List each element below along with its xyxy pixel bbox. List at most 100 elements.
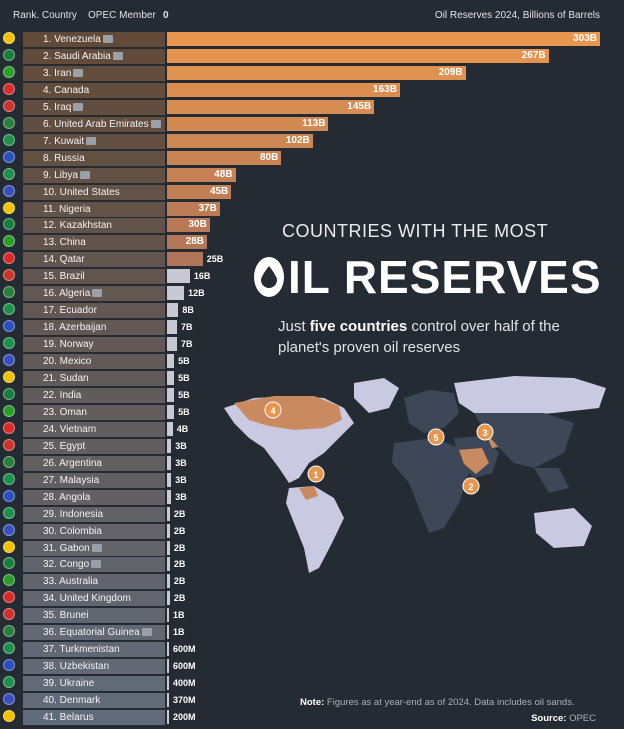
flag-icon [3, 133, 15, 146]
value-label: 2B [173, 542, 186, 553]
row-label-bg: 32. Congo [23, 557, 165, 573]
row-label-bg: 3. Iran [23, 65, 165, 81]
value-label: 7B [181, 339, 193, 350]
value-label: 80B [259, 151, 279, 163]
value-label: 25B [206, 254, 224, 265]
bar [167, 659, 169, 674]
flag-icon [3, 540, 15, 553]
flag-icon [3, 523, 15, 536]
marker-1: 1 [307, 465, 325, 483]
bar [167, 337, 177, 352]
flag-icon [3, 710, 15, 722]
flag-icon [3, 184, 15, 197]
south-america [286, 486, 344, 573]
marker-4: 4 [264, 401, 282, 419]
value-label: 37B [198, 202, 217, 214]
value-label: 209B [438, 66, 463, 78]
country-label: 3. Iran [43, 66, 84, 81]
value-label: 600M [173, 644, 196, 655]
opec-icon [112, 51, 123, 60]
value-label: 102B [285, 134, 310, 146]
chart-row: 2. Saudi Arabia 267B [0, 48, 624, 64]
flag-icon [3, 642, 15, 655]
row-label-bg: 16. Algeria [23, 286, 165, 302]
country-label: 11. Nigeria [43, 203, 91, 215]
chart-row: 34. United Kingdom 2B [0, 590, 624, 607]
saudi-arabia [459, 448, 489, 474]
chart-row: 15. Brazil 16B [0, 268, 624, 285]
chart-row: 33. Australia 2B [0, 573, 624, 590]
opec-icon [86, 136, 97, 145]
chart-row: 36. Equatorial Guinea 1B [0, 624, 624, 641]
flag-icon [3, 404, 15, 417]
title-line-1: COUNTRIES WITH THE MOST [282, 221, 549, 241]
row-label-bg: 6. United Arab Emirates [23, 116, 165, 132]
chart-row: 27. Malaysia 3B [0, 472, 624, 488]
opec-icon [80, 170, 91, 179]
chart-row: 10. United States 45B [0, 184, 624, 200]
opec-icon [92, 289, 103, 298]
rank-country-header: Rank. Country [13, 10, 77, 21]
value-label: 5B [178, 406, 190, 417]
value-label: 303B [573, 33, 597, 44]
chart-row: 35. Brunei 1B [0, 607, 624, 624]
chart-row: 6. United Arab Emirates 113B [0, 116, 624, 132]
bar: 267B [167, 48, 549, 63]
row-label-bg: 38. Uzbekistan [23, 659, 165, 675]
svg-text:4: 4 [270, 406, 275, 416]
row-label-bg: 9. Libya [23, 167, 165, 183]
asia [474, 413, 574, 468]
value-label: 145B [347, 100, 372, 112]
row-label-bg: 8. Russia [23, 150, 165, 166]
value-label: 5B [178, 356, 190, 367]
opec-icon [73, 102, 84, 111]
country-label: 36. Equatorial Guinea [43, 625, 152, 640]
bar: 102B [167, 133, 313, 148]
bar: 48B [167, 167, 236, 182]
row-label-bg: 11. Nigeria [23, 201, 165, 217]
value-label: 3B [175, 440, 187, 451]
value-label: 45B [209, 185, 229, 197]
source: Source: OPEC [531, 713, 596, 724]
row-label-bg: 41. Belarus [23, 710, 165, 725]
row-label-bg: 31. Gabon [23, 540, 165, 556]
flag-icon [3, 116, 15, 129]
country-label: 39. Ukraine [43, 678, 95, 690]
chart-row: 41. Belarus 200M [0, 709, 624, 725]
value-label: 163B [373, 83, 397, 95]
country-label: 22. India [43, 389, 82, 401]
bar [167, 557, 170, 572]
axis-zero-label: 0 [163, 10, 169, 21]
value-label: 2B [173, 559, 186, 570]
row-label-bg: 2. Saudi Arabia [23, 48, 165, 64]
subtitle-highlight: five countries [309, 318, 408, 335]
row-label-bg: 26. Argentina [23, 455, 165, 471]
flag-icon [3, 99, 15, 112]
opec-icon [73, 68, 84, 77]
bar [167, 625, 169, 640]
bar [167, 252, 203, 267]
country-label: 33. Australia [43, 576, 99, 588]
opec-icon [102, 35, 113, 43]
chart-row: 18. Azerbaijan 7B [0, 319, 624, 336]
bar: 163B [167, 82, 400, 97]
value-label: 1B [173, 627, 185, 638]
chart-row: 24. Vietnam 4B [0, 421, 624, 437]
flag-icon [3, 354, 15, 367]
chart-row: 11. Nigeria 37B [0, 201, 624, 217]
flag-icon [3, 591, 15, 604]
row-label-bg: 20. Mexico [23, 354, 165, 370]
flag-icon [3, 286, 15, 299]
row-label-bg: 34. United Kingdom [23, 591, 165, 607]
chart-row: 1. Venezuela 303B [0, 31, 624, 47]
title-word: IL RESERVES [288, 251, 602, 303]
country-label: 27. Malaysia [43, 474, 100, 486]
chart-row: 9. Libya 48B [0, 167, 624, 183]
row-label-bg: 25. Egypt [23, 438, 165, 454]
row-label-bg: 5. Iraq [23, 99, 165, 115]
country-label: 10. United States [43, 186, 120, 198]
value-label: 16B [193, 271, 211, 282]
bar [167, 489, 172, 504]
oil-drop-glyph [261, 266, 277, 288]
country-label: 19. Norway [43, 339, 94, 351]
